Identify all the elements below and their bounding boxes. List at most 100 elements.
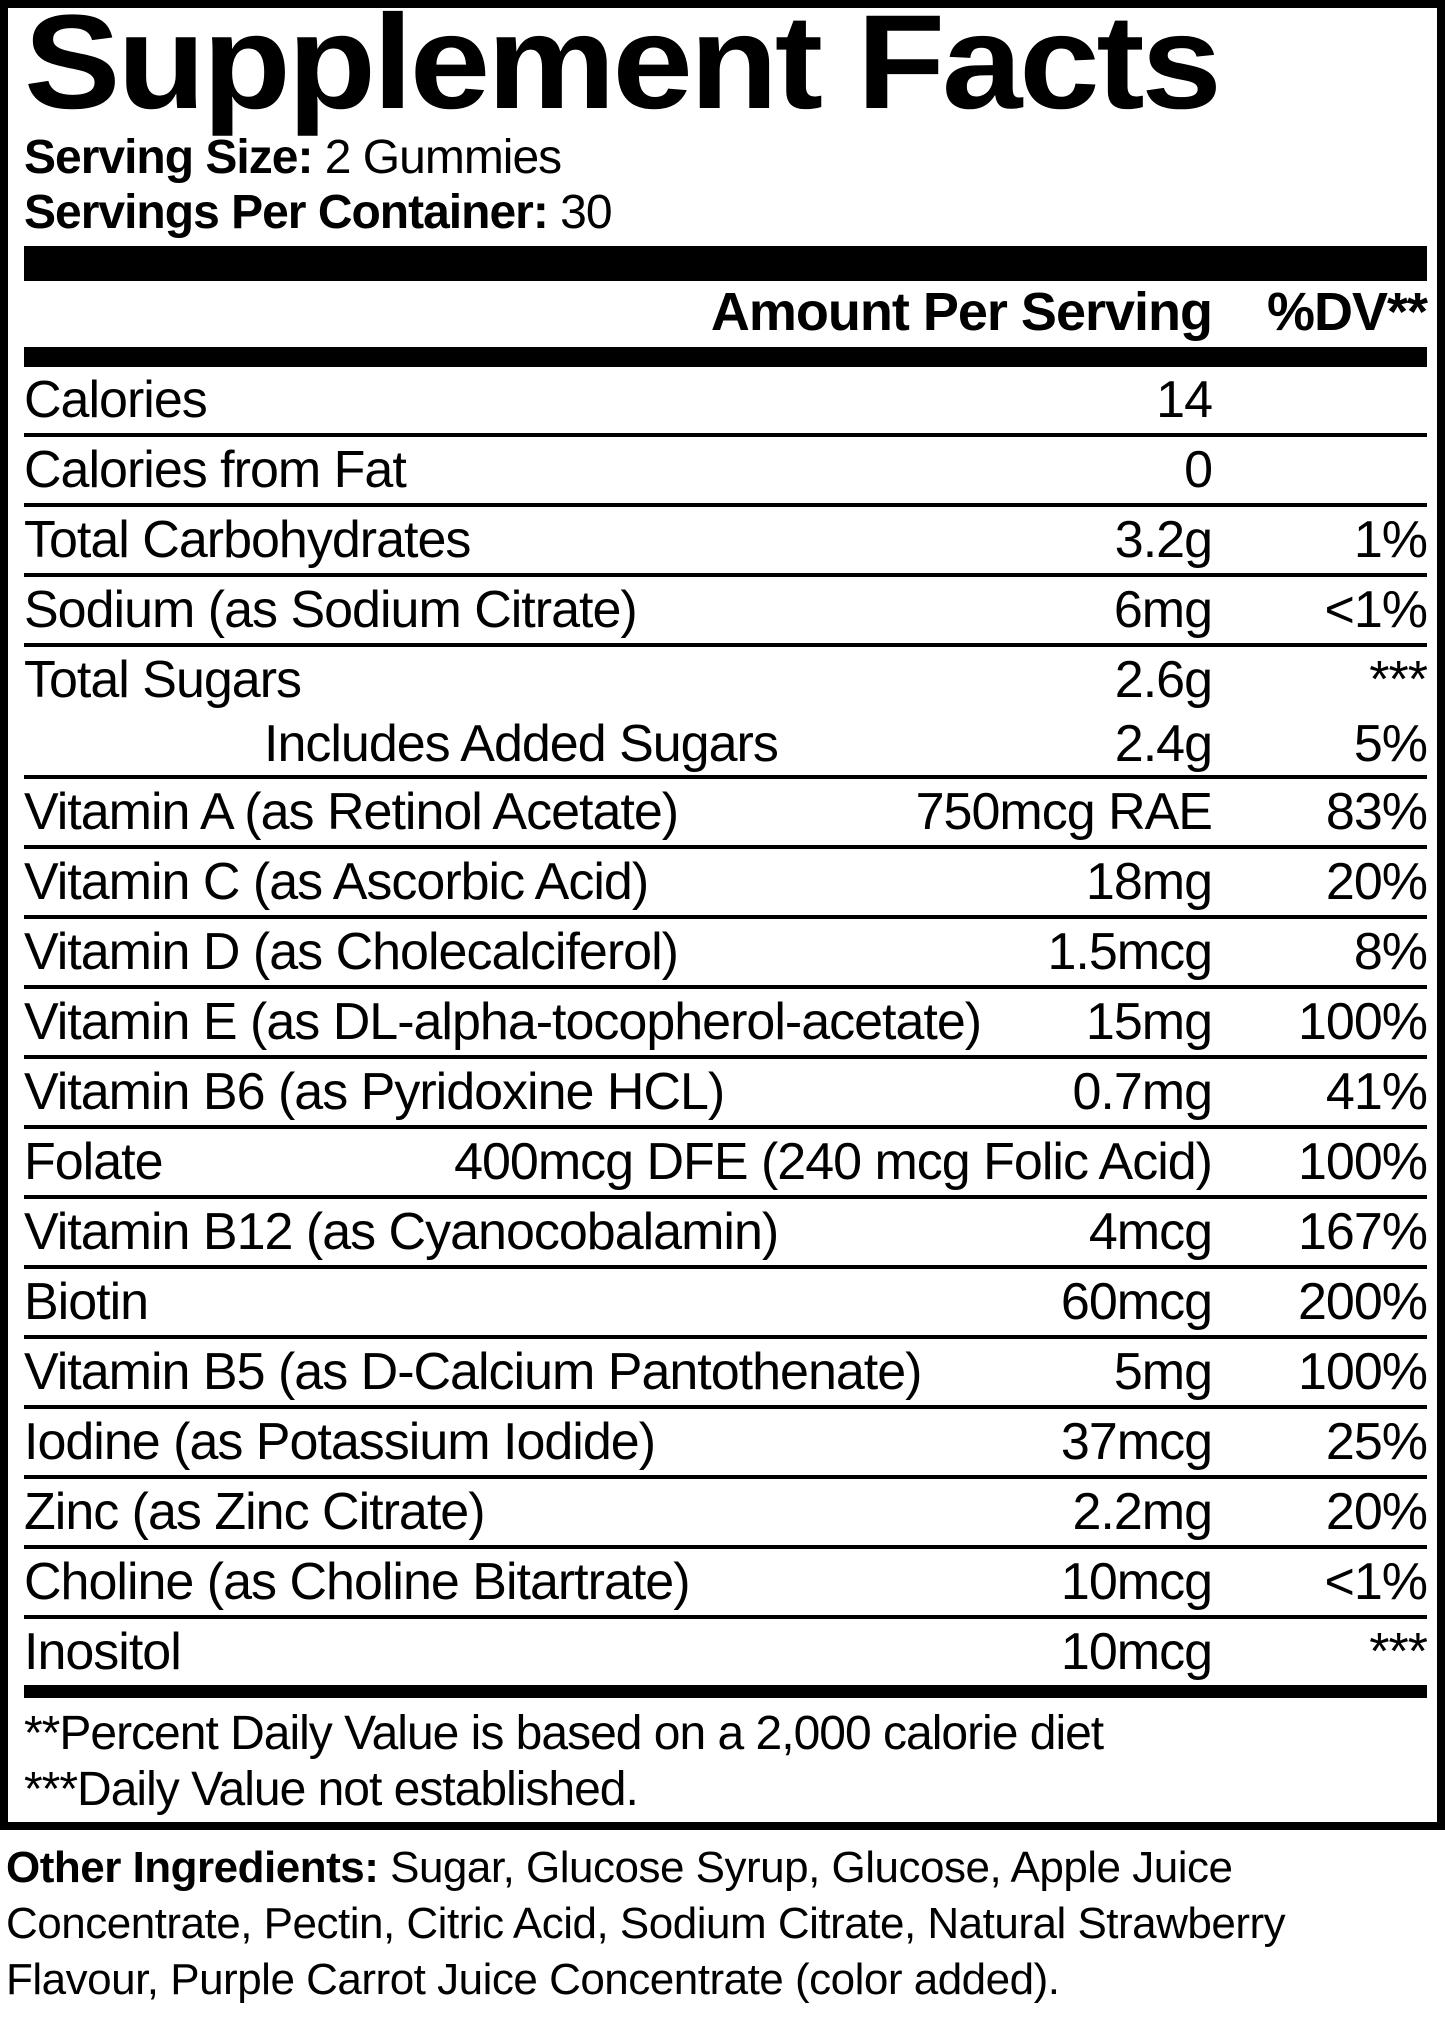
- percent-dv-header: %DV**: [1266, 282, 1428, 342]
- nutrient-row-vitamin-d: Vitamin D (as Cholecalciferol) 1.5mcg 8%: [24, 919, 1428, 985]
- nutrient-name: Folate: [24, 1133, 164, 1191]
- nutrient-row-iodine: Iodine (as Potassium Iodide) 37mcg 25%: [24, 1409, 1428, 1475]
- nutrient-name: Vitamin D (as Cholecalciferol): [24, 923, 679, 981]
- nutrient-row-zinc: Zinc (as Zinc Citrate) 2.2mg 20%: [24, 1479, 1428, 1545]
- nutrient-dv: 83%: [1325, 783, 1428, 841]
- nutrient-name: Calories: [24, 371, 208, 429]
- row-separator: [24, 845, 1427, 849]
- nutrient-amount: 14: [1156, 371, 1213, 429]
- supplement-facts-label: Supplement Facts Serving Size: 2 Gummies…: [0, 0, 1445, 1830]
- row-separator: [24, 643, 1427, 647]
- amount-per-serving-header: Amount Per Serving: [710, 282, 1213, 342]
- nutrient-row-sodium: Sodium (as Sodium Citrate) 6mg <1%: [24, 577, 1428, 643]
- nutrient-row-vitamin-e: Vitamin E (as DL-alpha-tocopherol-acetat…: [24, 989, 1428, 1055]
- nutrient-dv: 1%: [1353, 511, 1428, 569]
- footnote-not-established: ***Daily Value not established.: [24, 1763, 639, 1816]
- servings-per-container-line: Servings Per Container: 30: [24, 185, 1427, 240]
- nutrient-row-vitamin-b6: Vitamin B6 (as Pyridoxine HCL) 0.7mg 41%: [24, 1059, 1428, 1125]
- nutrient-dv: 100%: [1298, 1133, 1428, 1191]
- nutrient-row-vitamin-b12: Vitamin B12 (as Cyanocobalamin) 4mcg 167%: [24, 1199, 1428, 1265]
- nutrient-row-vitamin-a: Vitamin A (as Retinol Acetate) 750mcg RAE…: [24, 779, 1428, 845]
- nutrient-row-total-sugars: Total Sugars 2.6g ***: [24, 647, 1428, 713]
- nutrient-dv: <1%: [1324, 581, 1428, 639]
- nutrient-row-biotin: Biotin 60mcg 200%: [24, 1269, 1428, 1335]
- row-separator: [24, 985, 1427, 989]
- nutrient-name: Calories from Fat: [24, 441, 407, 499]
- row-separator: [24, 1615, 1427, 1619]
- nutrient-name: Vitamin B6 (as Pyridoxine HCL): [24, 1063, 725, 1121]
- row-separator: [24, 915, 1427, 919]
- nutrient-amount: 2.6g: [1114, 651, 1213, 709]
- nutrient-name: Total Sugars: [24, 651, 302, 709]
- nutrient-dv: <1%: [1324, 1553, 1428, 1611]
- nutrient-name: Vitamin C (as Ascorbic Acid): [24, 853, 649, 911]
- nutrient-name: Vitamin A (as Retinol Acetate): [24, 783, 679, 841]
- nutrient-name: Vitamin B12 (as Cyanocobalamin): [24, 1203, 779, 1261]
- nutrient-row-vitamin-b5: Vitamin B5 (as D-Calcium Pantothenate) 5m…: [24, 1339, 1428, 1405]
- servings-per-container-value: 30: [547, 186, 612, 239]
- row-separator: [24, 573, 1427, 577]
- nutrient-dv: ***: [1369, 651, 1428, 709]
- nutrient-dv: 100%: [1298, 1343, 1428, 1401]
- nutrient-dv: 41%: [1325, 1063, 1428, 1121]
- nutrient-amount: 750mcg RAE: [915, 783, 1213, 841]
- nutrient-dv: 25%: [1325, 1413, 1428, 1471]
- row-separator: [24, 1125, 1427, 1129]
- nutrient-amount: 15mg: [1085, 993, 1213, 1051]
- nutrient-name: Choline (as Choline Bitartrate): [24, 1553, 691, 1611]
- row-separator: [24, 1055, 1427, 1059]
- row-separator: [24, 1195, 1427, 1199]
- row-separator: [24, 775, 1427, 779]
- nutrient-dv: 5%: [1353, 715, 1428, 773]
- nutrient-dv: 200%: [1298, 1273, 1428, 1331]
- nutrient-name: Vitamin B5 (as D-Calcium Pantothenate): [24, 1343, 922, 1401]
- nutrient-row-vitamin-c: Vitamin C (as Ascorbic Acid) 18mg 20%: [24, 849, 1428, 915]
- serving-size-line: Serving Size: 2 Gummies: [24, 130, 1427, 185]
- other-ingredients: Other Ingredients: Sugar, Glucose Syrup,…: [6, 1840, 1437, 2008]
- nutrient-amount: 1.5mcg: [1047, 923, 1213, 981]
- nutrient-name: Inositol: [24, 1623, 182, 1681]
- nutrient-amount: 10mcg: [1060, 1623, 1213, 1681]
- row-separator: [24, 1545, 1427, 1549]
- row-separator: [24, 503, 1427, 507]
- nutrient-amount: 60mcg: [1060, 1273, 1213, 1331]
- row-separator: [24, 1265, 1427, 1269]
- nutrient-name: Vitamin E (as DL-alpha-tocopherol-acetat…: [24, 993, 982, 1051]
- nutrient-amount: 0: [1184, 441, 1213, 499]
- nutrient-row-folate: Folate 400mcg DFE (240 mcg Folic Acid) 10…: [24, 1129, 1428, 1195]
- divider-bar-footer: [24, 1685, 1427, 1698]
- row-separator: [24, 1475, 1427, 1479]
- nutrient-row-choline: Choline (as Choline Bitartrate) 10mcg <1%: [24, 1549, 1428, 1615]
- serving-size-label: Serving Size:: [24, 131, 313, 184]
- nutrient-row-inositol: Inositol 10mcg ***: [24, 1619, 1428, 1685]
- nutrient-amount: 2.2mg: [1072, 1483, 1213, 1541]
- nutrient-row-total-carbohydrates: Total Carbohydrates 3.2g 1%: [24, 507, 1428, 573]
- nutrient-name: Sodium (as Sodium Citrate): [24, 581, 638, 639]
- nutrient-amount: 0.7mg: [1072, 1063, 1213, 1121]
- nutrient-dv: ***: [1369, 1623, 1428, 1681]
- nutrient-amount: 5mg: [1113, 1343, 1213, 1401]
- nutrient-amount: 6mg: [1113, 581, 1213, 639]
- servings-per-container-label: Servings Per Container:: [24, 186, 549, 239]
- nutrient-name: Total Carbohydrates: [24, 511, 471, 569]
- nutrient-dv: 167%: [1298, 1203, 1428, 1261]
- nutrient-dv: 100%: [1298, 993, 1428, 1051]
- divider-bar-thick: [24, 246, 1427, 281]
- other-ingredients-text: Sugar, Glucose Syrup, Glucose, Apple Jui…: [6, 1843, 1286, 2004]
- nutrient-row-calories: Calories 14: [24, 367, 1427, 433]
- nutrient-name: Zinc (as Zinc Citrate): [24, 1483, 486, 1541]
- table-header-row: Amount Per Serving %DV**: [24, 281, 1428, 347]
- other-ingredients-label: Other Ingredients:: [6, 1843, 379, 1892]
- footnotes: **Percent Daily Value is based on a 2,00…: [24, 1698, 1427, 1818]
- nutrient-dv: 20%: [1325, 1483, 1428, 1541]
- nutrient-amount: 400mcg DFE (240 mcg Folic Acid): [454, 1133, 1213, 1191]
- row-separator: [24, 1405, 1427, 1409]
- nutrient-amount: 4mcg: [1088, 1203, 1213, 1261]
- nutrient-amount: 18mg: [1085, 853, 1213, 911]
- nutrient-amount: 37mcg: [1060, 1413, 1213, 1471]
- row-separator: [24, 1335, 1427, 1339]
- footnote-daily-value: **Percent Daily Value is based on a 2,00…: [24, 1707, 1104, 1760]
- label-title: Supplement Facts: [24, 0, 1222, 137]
- divider-bar-medium: [24, 347, 1427, 367]
- nutrient-amount: 3.2g: [1114, 511, 1213, 569]
